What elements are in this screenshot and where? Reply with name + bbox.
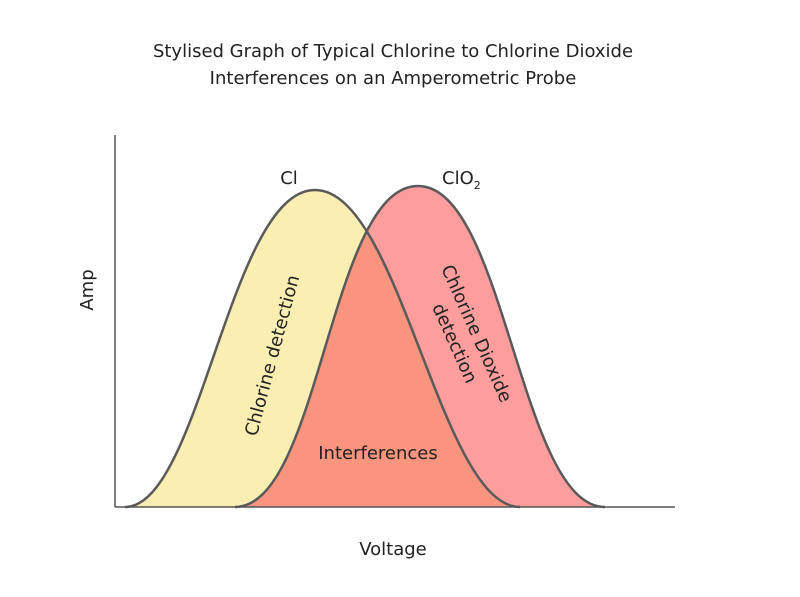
curve-label: ClO2 [442,168,481,192]
y-axis-label: Amp [77,269,98,310]
chlorine-curve [124,188,521,509]
curve-label-subscript: 2 [474,179,481,192]
chlorine-dioxide-curve [234,184,606,509]
curve-label: Cl [280,168,298,189]
curve-label-text: ClO [442,168,474,189]
x-axis-label: Voltage [359,539,427,560]
overlap-label: Interferences [318,443,438,464]
title-line: Interferences on an Amperometric Probe [210,68,577,89]
title-line: Stylised Graph of Typical Chlorine to Ch… [153,41,633,62]
